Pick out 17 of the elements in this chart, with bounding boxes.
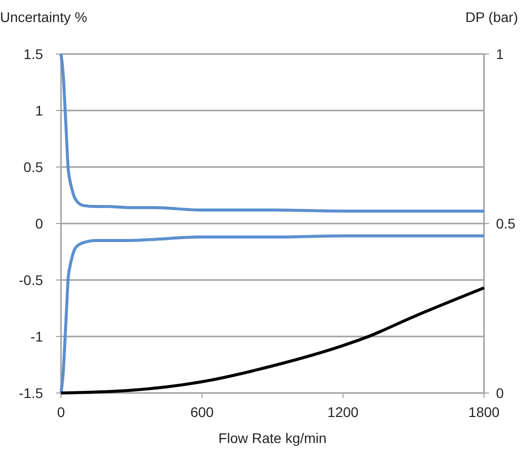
y-tick-label: 1.5 <box>24 46 44 62</box>
y-tick-label: -1 <box>30 328 44 344</box>
y-tick-label: 0 <box>35 215 44 232</box>
y2-tick-label: 0 <box>496 384 504 401</box>
y-axis-title: Uncertainty % <box>0 9 88 25</box>
x-tick-label: 0 <box>57 404 66 420</box>
x-tick-label: 1200 <box>327 404 359 420</box>
y2-tick-label: 1 <box>496 46 504 62</box>
x-axis-title: Flow Rate kg/min <box>218 430 327 446</box>
y-tick-label: 0.5 <box>24 158 44 175</box>
y2-tick-label: 0.5 <box>496 215 516 232</box>
y-tick-label: 1 <box>35 102 44 118</box>
x-tick-label: 600 <box>190 404 214 420</box>
x-tick-label: 1800 <box>468 404 500 420</box>
y-tick-label: -1.5 <box>18 384 44 401</box>
y-tick-label: -0.5 <box>18 272 44 288</box>
y2-axis-title: DP (bar) <box>465 9 518 25</box>
